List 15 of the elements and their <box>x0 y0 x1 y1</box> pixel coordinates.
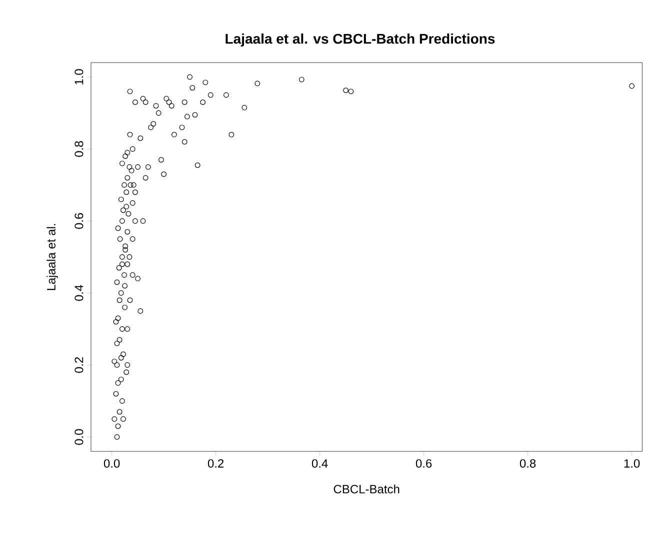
y-tick-label: 1.0 <box>74 69 84 84</box>
x-tick-label: 0.8 <box>520 459 536 468</box>
chart-title: Lajaala et al. vs CBCL-Batch Predictions <box>226 33 495 47</box>
y-tick-label: 0.6 <box>74 213 84 229</box>
x-tick-label: 0.2 <box>208 459 224 468</box>
x-tick-label: 1.0 <box>624 459 640 468</box>
y-axis-title: Lajaala et al. <box>46 224 58 290</box>
x-tick-label: 0.0 <box>104 459 120 468</box>
y-tick-label: 0.2 <box>74 357 84 373</box>
x-axis-title: CBCL-Batch <box>334 484 400 494</box>
y-tick-label: 0.4 <box>74 285 84 301</box>
y-tick-label: 0.0 <box>74 429 84 445</box>
y-tick-label: 0.8 <box>74 141 84 157</box>
x-tick-label: 0.4 <box>312 459 328 468</box>
x-tick-label: 0.6 <box>416 459 432 468</box>
